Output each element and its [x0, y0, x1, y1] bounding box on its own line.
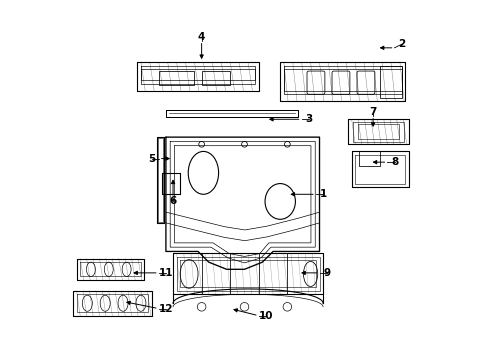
FancyBboxPatch shape	[159, 71, 194, 85]
Text: 2: 2	[397, 39, 405, 49]
Text: 3: 3	[305, 114, 312, 124]
Text: 10: 10	[258, 311, 273, 321]
Ellipse shape	[86, 262, 95, 276]
Text: 6: 6	[169, 197, 176, 206]
Text: 8: 8	[390, 157, 397, 167]
Circle shape	[283, 302, 291, 311]
Ellipse shape	[118, 295, 128, 311]
Ellipse shape	[82, 295, 92, 311]
FancyBboxPatch shape	[331, 71, 349, 94]
Circle shape	[241, 141, 247, 147]
Text: 4: 4	[198, 32, 205, 42]
Circle shape	[284, 141, 290, 147]
Text: 5: 5	[148, 154, 155, 163]
Text: 11: 11	[158, 268, 173, 278]
Ellipse shape	[136, 295, 145, 311]
FancyBboxPatch shape	[356, 71, 374, 94]
FancyBboxPatch shape	[306, 71, 324, 94]
FancyBboxPatch shape	[201, 71, 230, 85]
Ellipse shape	[188, 152, 218, 194]
Text: 12: 12	[158, 303, 173, 314]
Text: 1: 1	[319, 189, 326, 199]
Ellipse shape	[180, 260, 198, 288]
Ellipse shape	[264, 184, 295, 219]
FancyBboxPatch shape	[380, 66, 401, 98]
Circle shape	[197, 302, 205, 311]
Ellipse shape	[100, 295, 110, 311]
Text: 7: 7	[368, 107, 376, 117]
Ellipse shape	[104, 262, 113, 276]
Ellipse shape	[303, 261, 317, 287]
Circle shape	[198, 141, 204, 147]
Circle shape	[240, 302, 248, 311]
Ellipse shape	[122, 262, 131, 276]
Text: 9: 9	[323, 268, 329, 278]
